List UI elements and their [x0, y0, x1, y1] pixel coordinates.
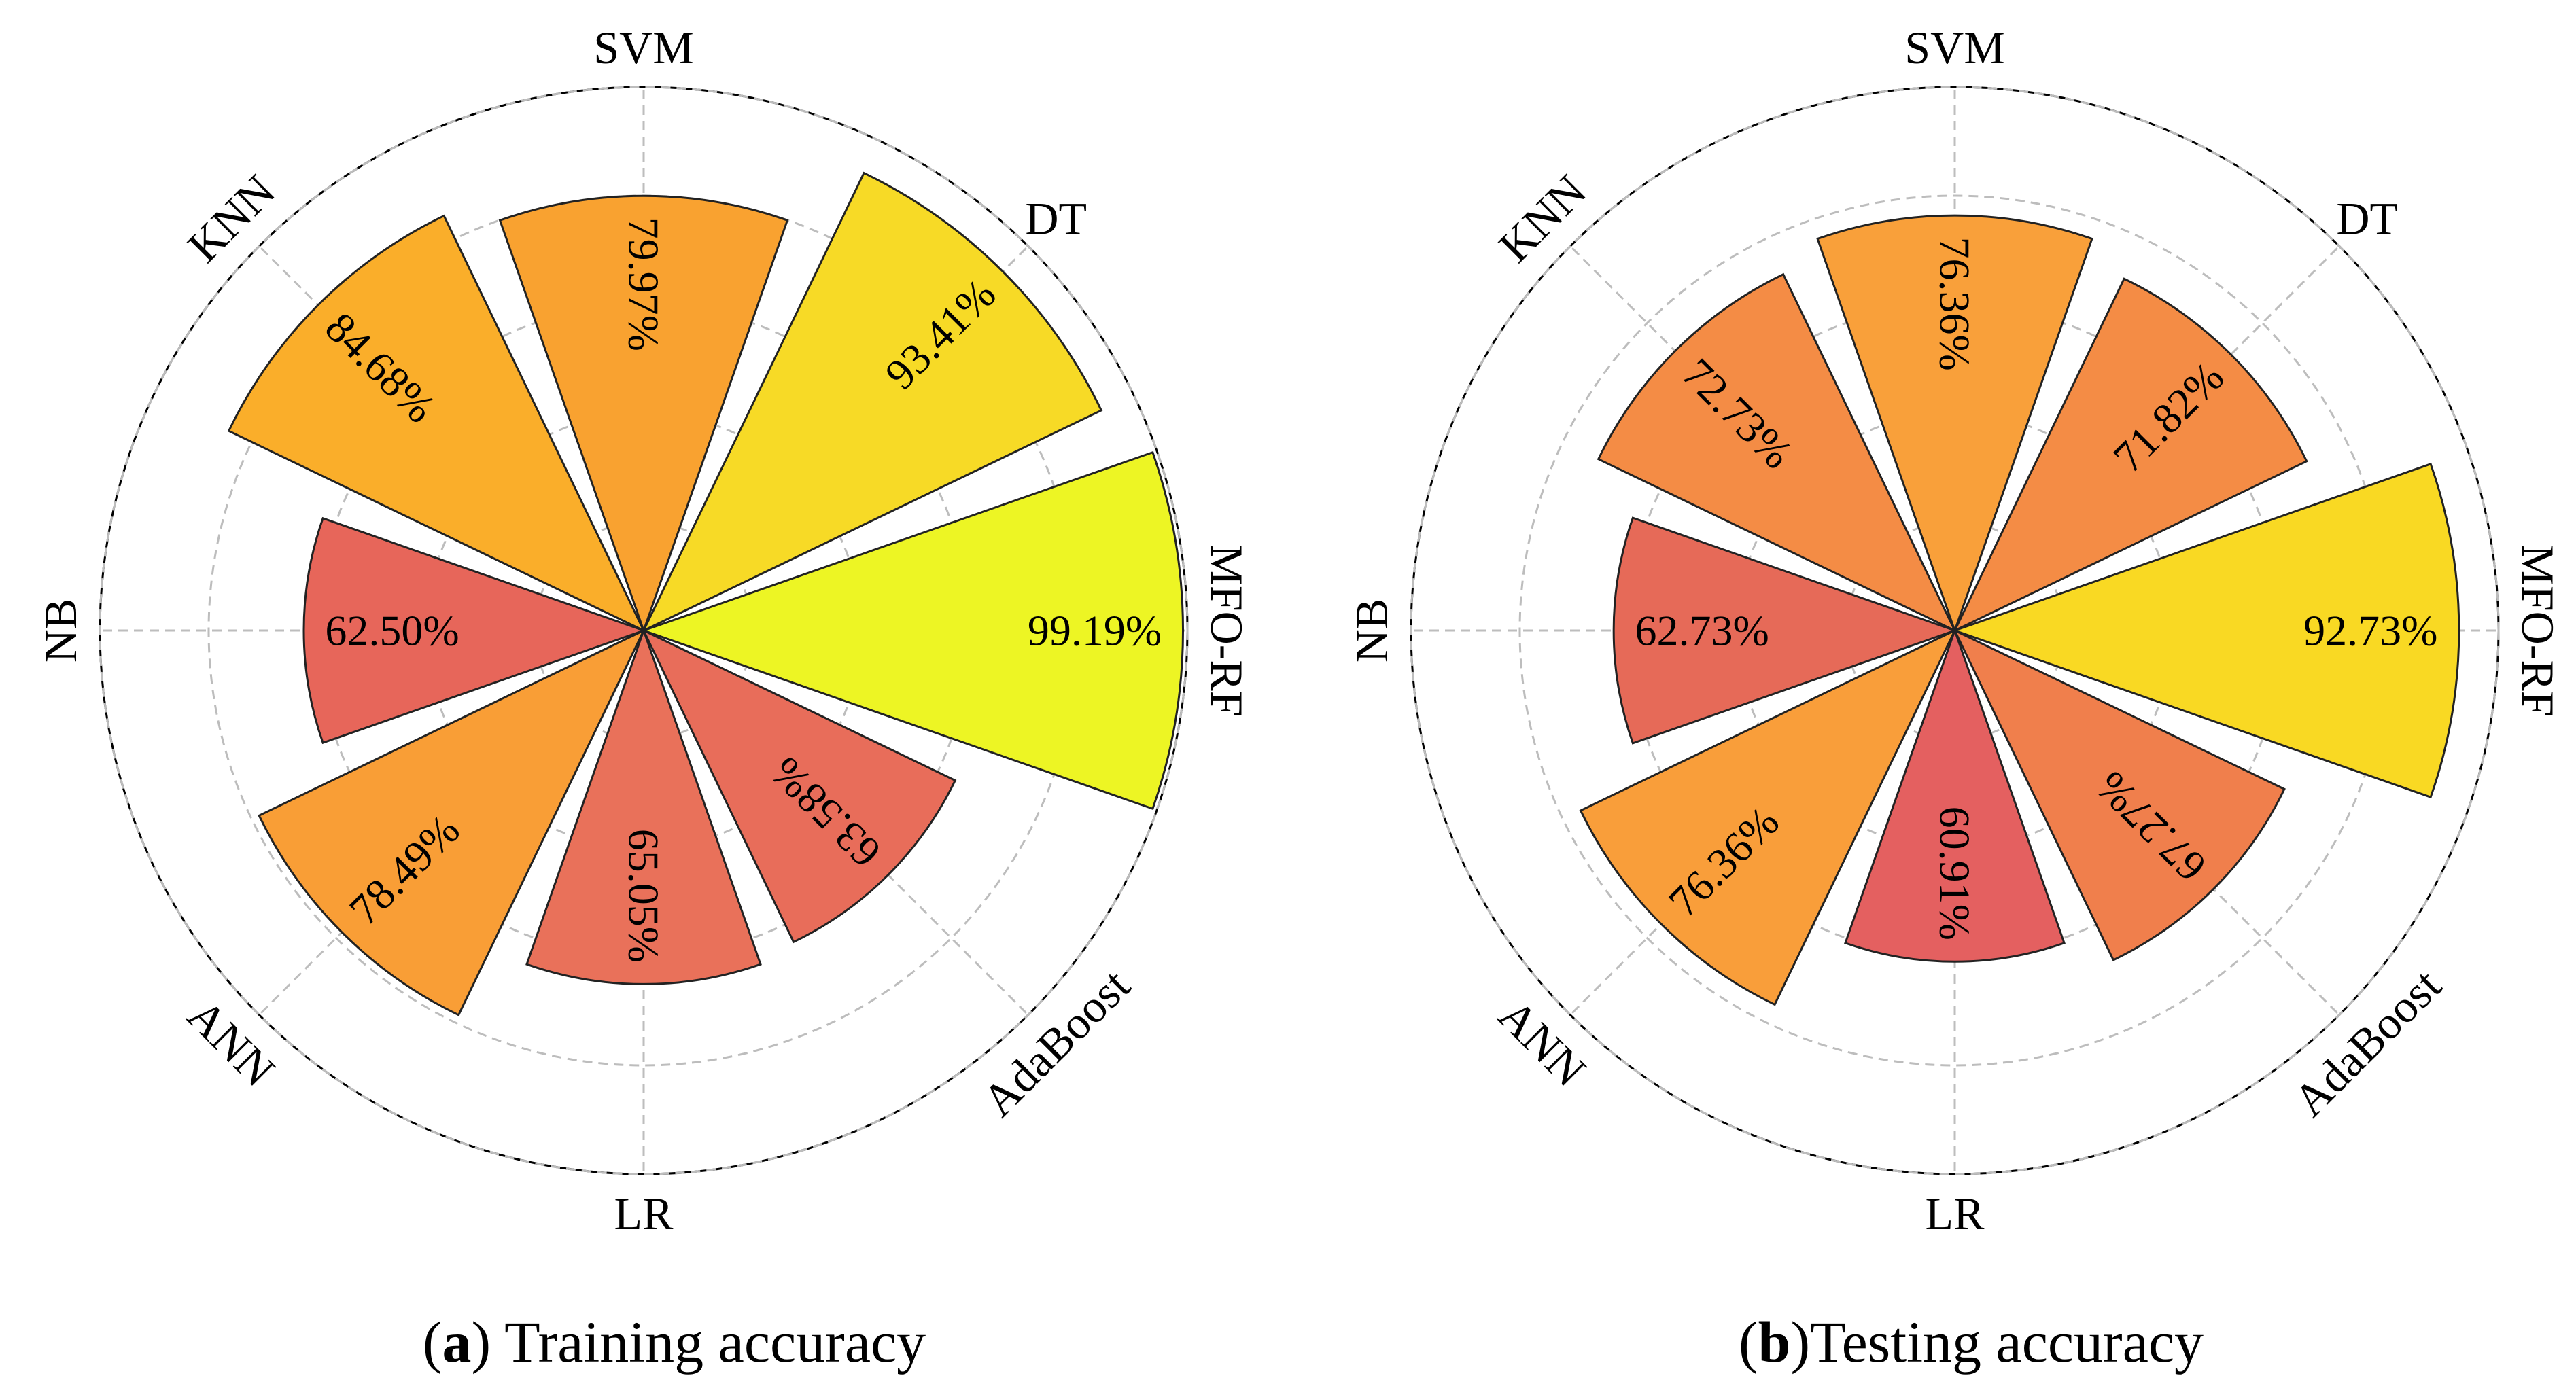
- category-label-lr: LR: [1926, 1188, 1985, 1239]
- bar-svm: [1816, 214, 2093, 634]
- polar-chart-a: 99.19%93.41%79.97%84.68%62.50%78.49% 65.0…: [35, 22, 1253, 1239]
- category-label-mfo-rf: MFO-RF: [1201, 544, 1253, 716]
- caption-b: (b)Testing accuracy: [1738, 1309, 2204, 1375]
- bar-lr: [525, 627, 762, 985]
- bar-lr: [1844, 627, 2066, 963]
- bar-knn: [1597, 272, 1957, 633]
- value-label-lr: 60.91%: [1931, 807, 1979, 940]
- caption-a-sep: ): [471, 1309, 505, 1375]
- bar-mfo-rf: [1951, 462, 2460, 799]
- value-label-nb: 62.50%: [325, 607, 459, 655]
- bar-dt: [1952, 277, 2308, 633]
- caption-b-sep: ): [1790, 1309, 1811, 1375]
- category-label-svm: SVM: [593, 22, 693, 73]
- value-label-lr: 65.05%: [620, 829, 668, 963]
- bar-dt: [641, 171, 1103, 633]
- category-label-lr: LR: [614, 1188, 674, 1239]
- value-label-svm: 79.97%: [620, 217, 668, 351]
- category-label-ann: ANN: [177, 989, 285, 1097]
- bar-mfo-rf: [640, 450, 1184, 811]
- grid-ring: [1410, 86, 2500, 1175]
- grid-ring: [99, 86, 1189, 1175]
- category-label-nb: NB: [1346, 599, 1397, 662]
- bar-adaboost: [641, 628, 957, 944]
- bar-ann: [1579, 628, 1957, 1006]
- caption-b-letter: b: [1758, 1309, 1791, 1375]
- value-label-nb: 62.73%: [1635, 607, 1769, 655]
- category-label-knn: KNN: [177, 164, 285, 272]
- bar-ann: [258, 628, 646, 1016]
- bar-adaboost: [1952, 628, 2286, 961]
- polar-chart-b: 92.73%71.82%76.36%72.73%62.73%76.36% 60.9…: [1346, 22, 2564, 1239]
- bar-nb: [302, 516, 647, 745]
- caption-b-text: Testing accuracy: [1810, 1309, 2204, 1375]
- caption-a-text: Training accuracy: [504, 1309, 926, 1375]
- category-label-dt: DT: [2336, 192, 2398, 244]
- caption-a-letter: a: [442, 1309, 472, 1375]
- category-label-nb: NB: [35, 599, 86, 662]
- caption-a: (a) Training accuracy: [422, 1309, 926, 1375]
- value-label-mfo-rf: 92.73%: [2303, 607, 2437, 655]
- category-label-svm: SVM: [1904, 22, 2004, 73]
- category-label-ann: ANN: [1489, 989, 1596, 1097]
- bar-nb: [1612, 516, 1958, 745]
- value-label-mfo-rf: 99.19%: [1028, 607, 1162, 655]
- category-label-knn: KNN: [1489, 164, 1596, 272]
- category-label-dt: DT: [1025, 192, 1087, 244]
- bar-knn: [227, 214, 646, 633]
- value-label-svm: 76.36%: [1931, 236, 1979, 370]
- bar-svm: [498, 194, 789, 634]
- category-label-mfo-rf: MFO-RF: [2512, 544, 2564, 716]
